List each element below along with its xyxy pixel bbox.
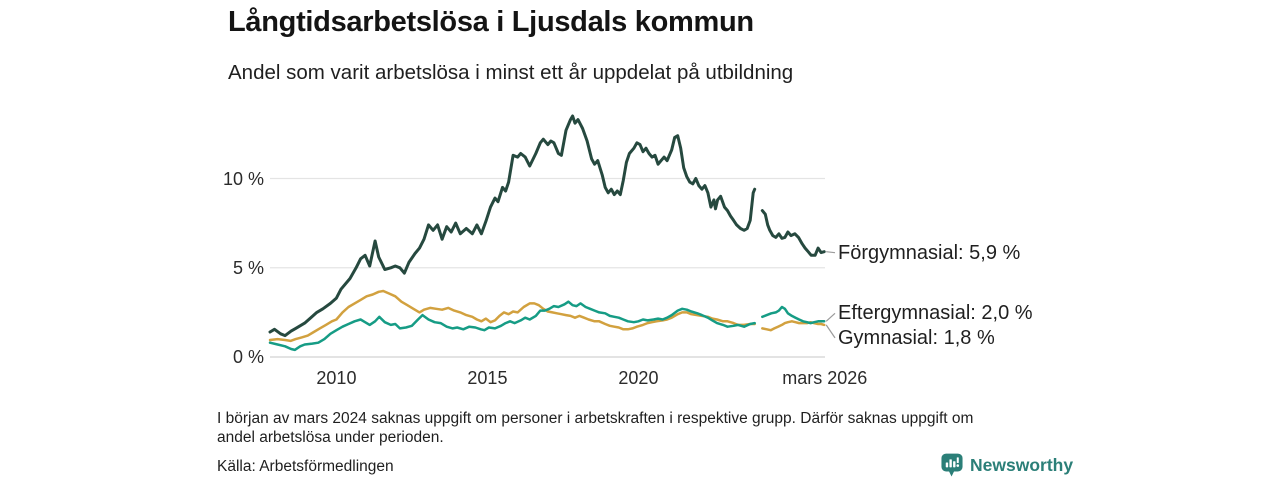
x-tick-label: 2010 — [316, 368, 357, 388]
newsworthy-logo: Newsworthy — [941, 453, 1073, 478]
series-line-gymnasial — [268, 289, 756, 343]
label-connector-gymnasial — [825, 324, 836, 339]
source-note: Källa: Arbetsförmedlingen — [217, 458, 394, 475]
y-tick-label: 10 % — [222, 168, 264, 189]
series-end-label-gymnasial: Gymnasial: 1,8 % — [838, 326, 995, 349]
series-end-label-forgymnasial: Förgymnasial: 5,9 % — [838, 241, 1021, 264]
footnote-line: I början av mars 2024 saknas uppgift om … — [217, 410, 974, 427]
newsworthy-logo-text: Newsworthy — [970, 455, 1074, 475]
y-tick-label: 0 % — [232, 347, 264, 367]
chart-subtitle: Andel som varit arbetslösa i minst ett å… — [228, 61, 794, 84]
label-connector-forgymnasial — [826, 251, 836, 254]
footnote-line: andel arbetslösa under perioden. — [217, 428, 444, 446]
series-line-eftergymnasial — [268, 300, 756, 352]
x-tick-label: 2015 — [467, 368, 508, 388]
y-tick-label: 5 % — [232, 257, 264, 278]
series-end-label-eftergymnasial: Eftergymnasial: 2,0 % — [838, 302, 1033, 325]
label-connector-eftergymnasial — [825, 312, 836, 322]
newsworthy-logo-icon — [941, 453, 963, 477]
series-line-forgymnasial — [268, 114, 757, 338]
x-tick-label: mars 2026 — [782, 368, 868, 388]
page-title: Långtidsarbetslösa i Ljusdals kommun — [228, 6, 754, 38]
series-line-forgymnasial — [760, 209, 826, 257]
x-tick-label: 2020 — [618, 368, 659, 388]
chart-footnote: I början av mars 2024 saknas uppgift om … — [217, 410, 973, 447]
series-line-eftergymnasial — [761, 305, 826, 325]
